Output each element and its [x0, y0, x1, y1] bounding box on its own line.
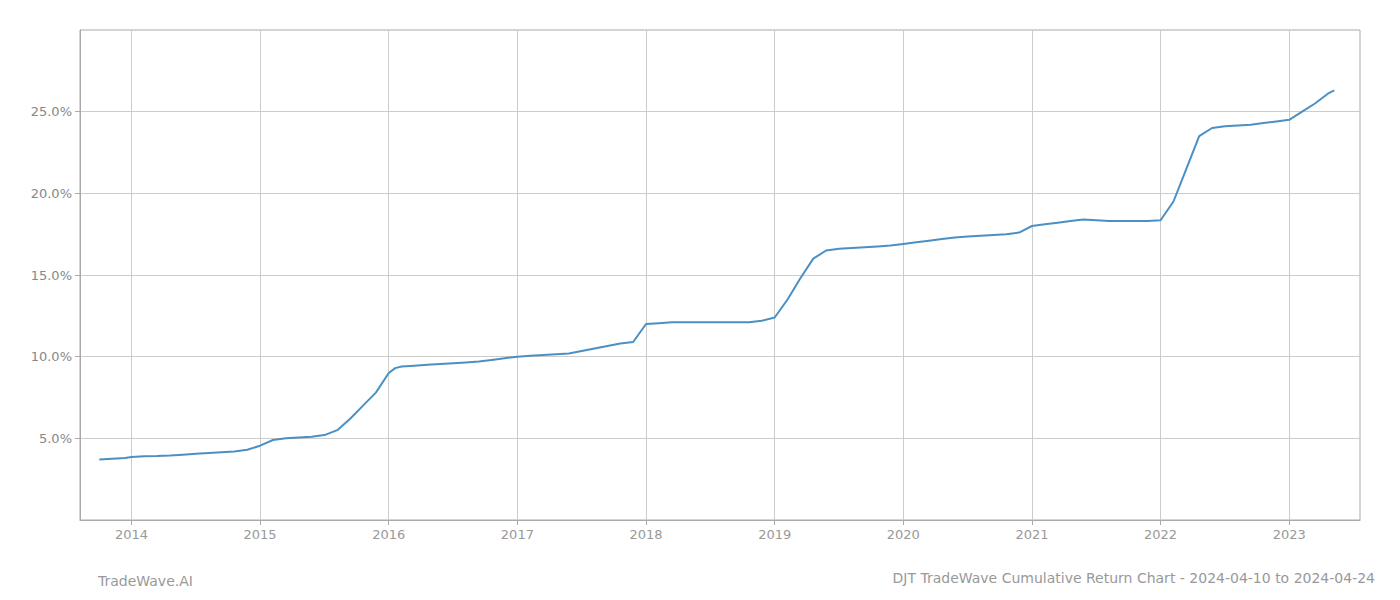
svg-text:TradeWave.AI: TradeWave.AI [97, 573, 193, 589]
svg-text:2014: 2014 [115, 527, 148, 542]
svg-text:2015: 2015 [244, 527, 277, 542]
svg-text:2021: 2021 [1015, 527, 1048, 542]
svg-text:20.0%: 20.0% [31, 186, 72, 201]
svg-text:5.0%: 5.0% [39, 431, 72, 446]
svg-text:2016: 2016 [372, 527, 405, 542]
svg-text:25.0%: 25.0% [31, 104, 72, 119]
svg-text:15.0%: 15.0% [31, 268, 72, 283]
svg-text:2017: 2017 [501, 527, 534, 542]
svg-text:2018: 2018 [629, 527, 662, 542]
svg-text:2022: 2022 [1144, 527, 1177, 542]
svg-text:2023: 2023 [1273, 527, 1306, 542]
svg-text:2019: 2019 [758, 527, 791, 542]
svg-text:10.0%: 10.0% [31, 349, 72, 364]
svg-text:DJT TradeWave Cumulative Retur: DJT TradeWave Cumulative Return Chart - … [893, 570, 1376, 586]
svg-text:2020: 2020 [887, 527, 920, 542]
